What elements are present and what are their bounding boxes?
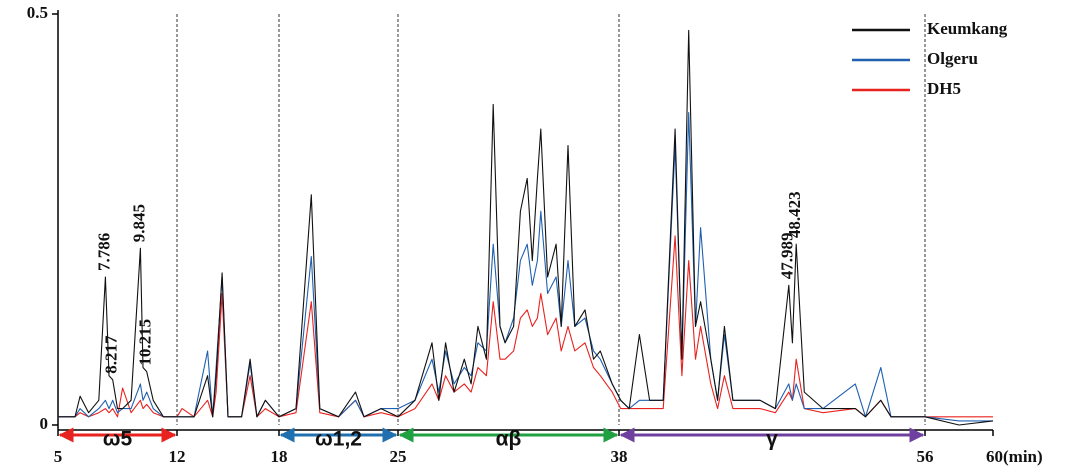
region-label: αβ xyxy=(496,428,522,451)
peak-label: 7.786 xyxy=(94,233,113,271)
series-line xyxy=(58,29,994,426)
peak-label: 10.215 xyxy=(136,319,155,366)
legend-label: Keumkang xyxy=(927,19,1008,38)
peak-label: 47.989 xyxy=(778,233,797,280)
region-label: ω1,2 xyxy=(315,428,362,451)
peak-label: 48.423 xyxy=(785,191,804,238)
y-tick-label: 0 xyxy=(40,414,49,433)
y-tick-label: 0.5 xyxy=(27,3,48,22)
series-line xyxy=(58,112,993,422)
peak-label: 9.845 xyxy=(129,204,148,242)
x-tick-label: 38 xyxy=(611,447,628,466)
x-tick-label: 25 xyxy=(390,447,407,466)
legend-label: DH5 xyxy=(927,79,961,98)
x-tick-label: 18 xyxy=(271,447,288,466)
x-tick-label: 12 xyxy=(169,447,186,466)
peak-label: 8.217 xyxy=(102,335,121,374)
x-tick-label: 60(min) xyxy=(986,447,1043,466)
region-label: ω5 xyxy=(103,428,133,451)
x-tick-label: 5 xyxy=(54,447,63,466)
series-line xyxy=(58,235,993,418)
x-tick-label: 56 xyxy=(917,447,934,466)
legend-label: Olgeru xyxy=(927,49,978,68)
region-label: γ xyxy=(766,428,778,451)
